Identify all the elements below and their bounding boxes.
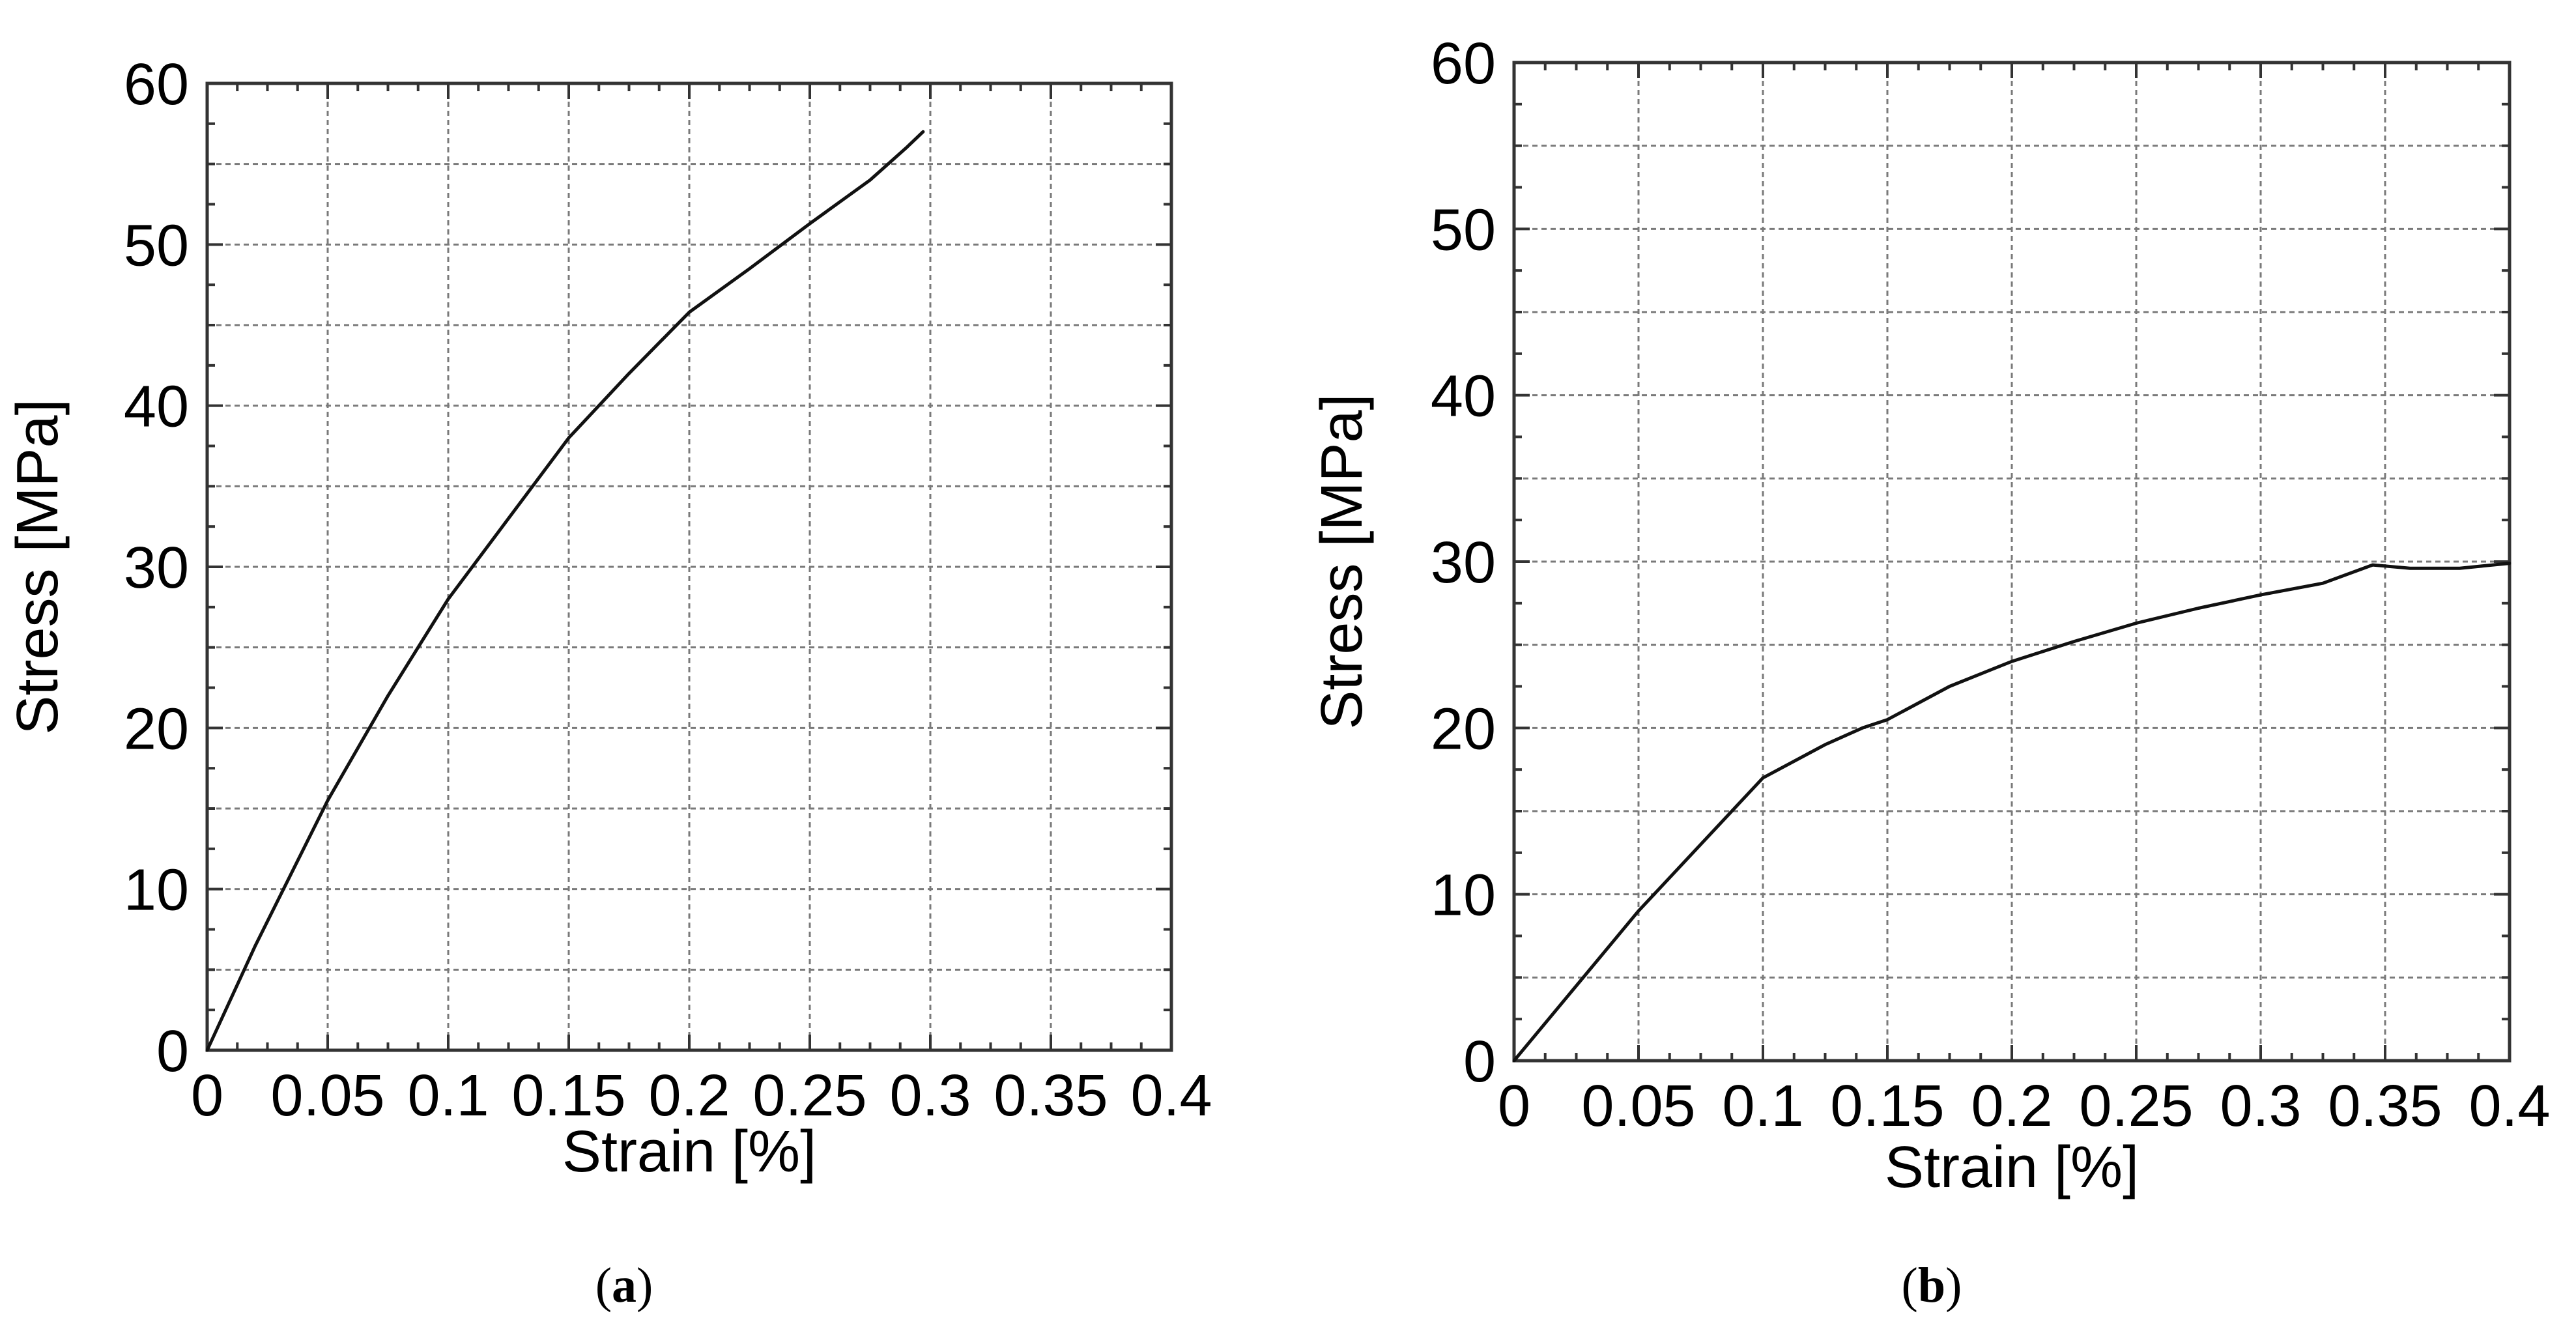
chart-b-y-tick-label: 10 [1431,863,1496,928]
chart-b-x-tick-label: 0.1 [1722,1074,1803,1139]
chart-panel-a: 0 0.05 0.1 0.15 0.2 0.25 0.3 0.35 0.4 0 10 20 30 40 5… [5,52,1212,1313]
chart-b-x-tick-label: 0.15 [1830,1074,1944,1139]
chart-a-y-tick-label: 40 [124,375,189,440]
chart-a-x-tick-label: 0.15 [511,1063,625,1128]
chart-a-y-tick-label: 30 [124,536,189,601]
chart-a-y-tick-label: 60 [124,52,189,117]
chart-a-series [205,130,925,1052]
chart-b-grid [1514,63,2510,1061]
chart-a-x-tick-label: 0 [191,1063,223,1128]
chart-a-y-axis-label: Stress [MPa] [5,399,70,734]
chart-panel-b: 0 0.05 0.1 0.15 0.2 0.25 0.3 0.35 0.4 0 10 20 30 40 5… [1309,31,2551,1313]
chart-a-caption: (a) [595,1258,653,1313]
chart-a-x-tick-label: 0.4 [1130,1063,1212,1128]
chart-b-x-tick-label: 0.3 [2220,1074,2301,1139]
chart-b-x-tick-label: 0.25 [2079,1074,2193,1139]
chart-a-y-tick-label: 50 [124,213,189,278]
chart-b-x-tick-label: 0.05 [1581,1074,1695,1139]
chart-a-y-tick-label: 0 [156,1019,189,1084]
chart-b-y-tick-labels: 0 10 20 30 40 50 60 [1431,31,1496,1095]
chart-a-x-tick-label: 0.3 [889,1063,971,1128]
chart-a-x-tick-label: 0.35 [994,1063,1108,1128]
chart-b-x-tick-label: 0 [1498,1074,1530,1139]
chart-b-tick-marks [1513,61,2511,1062]
chart-a-grid [207,83,1171,1050]
chart-b-caption: (b) [1902,1258,1962,1313]
chart-a-x-tick-label: 0.1 [407,1063,489,1128]
chart-b-y-tick-label: 20 [1431,696,1496,762]
chart-b-series [1512,562,2512,1063]
chart-b-y-axis-label: Stress [MPa] [1309,394,1375,729]
chart-a-x-axis-label: Strain [%] [562,1119,816,1184]
chart-b-y-tick-label: 40 [1431,364,1496,429]
chart-b-y-tick-label: 0 [1463,1029,1496,1095]
chart-a-series-line [205,130,925,1052]
chart-b-x-tick-label: 0.4 [2469,1074,2550,1139]
chart-b-x-tick-label: 0.35 [2328,1074,2442,1139]
chart-b-x-axis-label: Strain [%] [1885,1135,2139,1200]
chart-b-series-line [1512,562,2512,1063]
chart-a-y-tick-label: 10 [124,858,189,923]
chart-a-y-tick-label: 20 [124,696,189,762]
chart-b-x-tick-label: 0.2 [1971,1074,2052,1139]
chart-b-y-tick-label: 30 [1431,530,1496,595]
chart-a-x-tick-label: 0.2 [648,1063,730,1128]
chart-a-x-tick-label: 0.05 [270,1063,384,1128]
chart-a-x-tick-label: 0.25 [752,1063,866,1128]
chart-b-y-tick-label: 50 [1431,197,1496,263]
chart-a-x-tick-labels: 0 0.05 0.1 0.15 0.2 0.25 0.3 0.35 0.4 [191,1063,1212,1128]
chart-a-y-tick-labels: 0 10 20 30 40 50 60 [124,52,189,1084]
chart-b-y-tick-label: 60 [1431,31,1496,96]
chart-b-x-tick-labels: 0 0.05 0.1 0.15 0.2 0.25 0.3 0.35 0.4 [1498,1074,2551,1139]
chart-a-tick-marks [206,82,1173,1052]
